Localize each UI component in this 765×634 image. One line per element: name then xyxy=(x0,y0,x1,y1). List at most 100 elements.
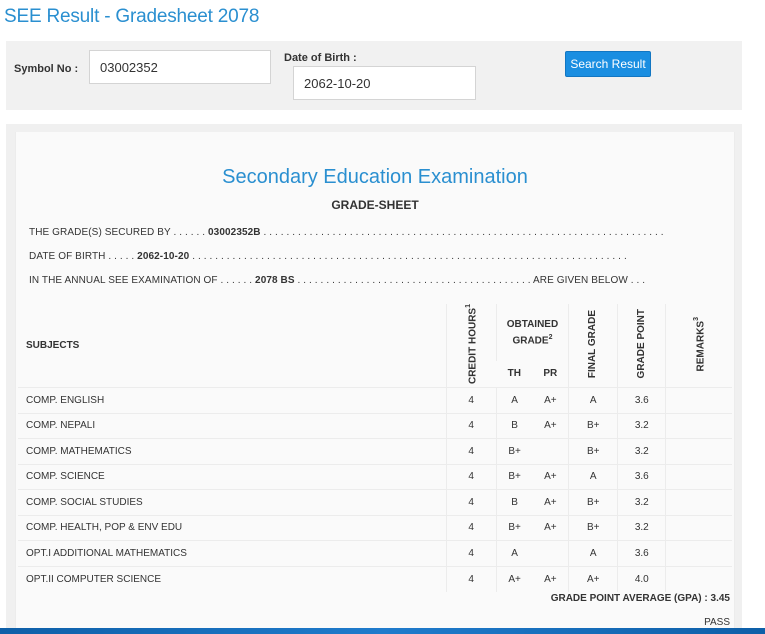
symbol-no-label: Symbol No : xyxy=(14,63,79,75)
grade-point-header: GRADE POINT xyxy=(617,304,666,388)
th-grade-cell: A xyxy=(495,540,533,567)
pr-grade-cell: A+ xyxy=(532,565,569,592)
symbol-no-input[interactable]: 03002352 xyxy=(89,50,271,84)
exam-year-suffix: . . . . . . . . . . . . . . . . . . . . … xyxy=(294,275,646,286)
th-grade-cell: A+ xyxy=(495,565,533,592)
table-row: OPT.I ADDITIONAL MATHEMATICS 4 A A 3.6 xyxy=(18,540,732,567)
result-text: PASS xyxy=(704,617,730,628)
remarks-header-text: REMARKS3 xyxy=(693,316,707,372)
credit-cell: 4 xyxy=(445,387,497,414)
remarks-cell xyxy=(665,540,732,567)
exam-year-line: IN THE ANNUAL SEE EXAMINATION OF . . . .… xyxy=(29,275,645,286)
bottom-bar xyxy=(0,628,765,634)
table-row: COMP. HEALTH, POP & ENV EDU 4 B+ A+ B+ 3.2 xyxy=(18,514,732,541)
table-row: COMP. NEPALI 4 B A+ B+ 3.2 xyxy=(18,412,732,439)
grades-table: SUBJECTS CREDIT HOURS1 OBTAINED GRADE2 F… xyxy=(18,304,732,592)
final-grade-cell: B+ xyxy=(568,489,618,516)
page-edge xyxy=(760,0,765,634)
pr-grade-cell: A+ xyxy=(532,463,569,490)
table-row: OPT.II COMPUTER SCIENCE 4 A+ A+ A+ 4.0 xyxy=(18,565,732,592)
search-result-button[interactable]: Search Result xyxy=(565,51,651,77)
subject-cell: COMP. HEALTH, POP & ENV EDU xyxy=(18,514,447,541)
th-grade-cell: A xyxy=(495,387,533,414)
credit-cell: 4 xyxy=(445,412,497,439)
th-grade-cell: B xyxy=(495,489,533,516)
pr-grade-cell xyxy=(532,438,569,465)
secured-by-prefix: THE GRADE(S) SECURED BY . . . . . . xyxy=(29,227,209,238)
remarks-cell xyxy=(665,412,732,439)
final-grade-cell: B+ xyxy=(568,438,618,465)
grade-sheet-title: GRADE-SHEET xyxy=(331,198,419,212)
secured-by-suffix: . . . . . . . . . . . . . . . . . . . . … xyxy=(260,227,664,238)
pr-grade-cell xyxy=(532,540,569,567)
pr-header: PR xyxy=(543,368,558,380)
pr-grade-cell: A+ xyxy=(532,387,569,414)
subject-cell: COMP. ENGLISH xyxy=(18,387,447,414)
subjects-header: SUBJECTS xyxy=(26,340,80,352)
table-row: COMP. SCIENCE 4 B+ A+ A 3.6 xyxy=(18,463,732,490)
grade-point-cell: 4.0 xyxy=(617,565,666,592)
final-grade-cell: A xyxy=(568,387,618,414)
remarks-cell xyxy=(665,387,732,414)
exam-title: Secondary Education Examination xyxy=(222,166,528,188)
final-grade-cell: B+ xyxy=(568,514,618,541)
grade-point-cell: 3.2 xyxy=(617,514,666,541)
dob-line-prefix: DATE OF BIRTH . . . . . xyxy=(29,251,138,262)
subject-cell: COMP. SOCIAL STUDIES xyxy=(18,489,447,516)
exam-year-value: 2078 BS xyxy=(255,275,295,286)
secured-by-line: THE GRADE(S) SECURED BY . . . . . . 0300… xyxy=(29,227,664,238)
credit-cell: 4 xyxy=(445,463,497,490)
dob-line: DATE OF BIRTH . . . . . 2062-10-20 . . .… xyxy=(29,251,627,262)
remarks-cell xyxy=(665,514,732,541)
secured-by-value: 03002352B xyxy=(208,227,261,238)
remarks-cell xyxy=(665,565,732,592)
dob-line-suffix: . . . . . . . . . . . . . . . . . . . . … xyxy=(189,251,627,262)
credit-cell: 4 xyxy=(445,540,497,567)
table-row: COMP. SOCIAL STUDIES 4 B A+ B+ 3.2 xyxy=(18,489,732,516)
subject-cell: COMP. SCIENCE xyxy=(18,463,447,490)
dob-input[interactable]: 2062-10-20 xyxy=(293,66,476,100)
remarks-cell xyxy=(665,489,732,516)
remarks-cell xyxy=(665,438,732,465)
credit-cell: 4 xyxy=(445,489,497,516)
th-grade-cell: B xyxy=(495,412,533,439)
grade-sheet-panel: Secondary Education Examination GRADE-SH… xyxy=(6,124,742,634)
final-grade-cell: A xyxy=(568,540,618,567)
exam-year-prefix: IN THE ANNUAL SEE EXAMINATION OF . . . .… xyxy=(29,275,256,286)
pr-grade-cell: A+ xyxy=(532,514,569,541)
remarks-cell xyxy=(665,463,732,490)
grade-point-cell: 3.2 xyxy=(617,412,666,439)
dob-label: Date of Birth : xyxy=(284,52,357,64)
credit-cell: 4 xyxy=(445,565,497,592)
th-grade-cell: B+ xyxy=(495,463,533,490)
th-header: TH xyxy=(507,368,522,380)
search-form: Symbol No : 03002352 Date of Birth : 206… xyxy=(6,41,742,110)
final-grade-cell: A xyxy=(568,463,618,490)
final-grade-header: FINAL GRADE xyxy=(568,304,618,388)
subject-cell: OPT.II COMPUTER SCIENCE xyxy=(18,565,447,592)
pr-grade-cell: A+ xyxy=(532,489,569,516)
grade-sheet: Secondary Education Examination GRADE-SH… xyxy=(15,132,735,634)
credit-cell: 4 xyxy=(445,438,497,465)
pr-grade-cell: A+ xyxy=(532,412,569,439)
table-row: COMP. ENGLISH 4 A A+ A 3.6 xyxy=(18,387,732,414)
credit-cell: 4 xyxy=(445,514,497,541)
grade-point-cell: 3.6 xyxy=(617,387,666,414)
th-grade-cell: B+ xyxy=(495,438,533,465)
final-grade-cell: A+ xyxy=(568,565,618,592)
final-grade-cell: B+ xyxy=(568,412,618,439)
credit-hours-header: CREDIT HOURS1 xyxy=(445,304,497,388)
subject-cell: COMP. MATHEMATICS xyxy=(18,438,447,465)
grade-point-cell: 3.6 xyxy=(617,463,666,490)
dob-line-value: 2062-10-20 xyxy=(137,251,190,262)
gpa-text: GRADE POINT AVERAGE (GPA) : 3.45 xyxy=(550,593,730,604)
page-title: SEE Result - Gradesheet 2078 xyxy=(4,6,260,27)
subject-cell: OPT.I ADDITIONAL MATHEMATICS xyxy=(18,540,447,567)
remarks-header: REMARKS3 xyxy=(665,304,732,388)
table-row: COMP. MATHEMATICS 4 B+ B+ 3.2 xyxy=(18,438,732,465)
grade-point-cell: 3.2 xyxy=(617,489,666,516)
grade-point-cell: 3.6 xyxy=(617,540,666,567)
grade-point-cell: 3.2 xyxy=(617,438,666,465)
th-grade-cell: B+ xyxy=(495,514,533,541)
obtained-grade-header: OBTAINED GRADE2 xyxy=(495,304,569,361)
